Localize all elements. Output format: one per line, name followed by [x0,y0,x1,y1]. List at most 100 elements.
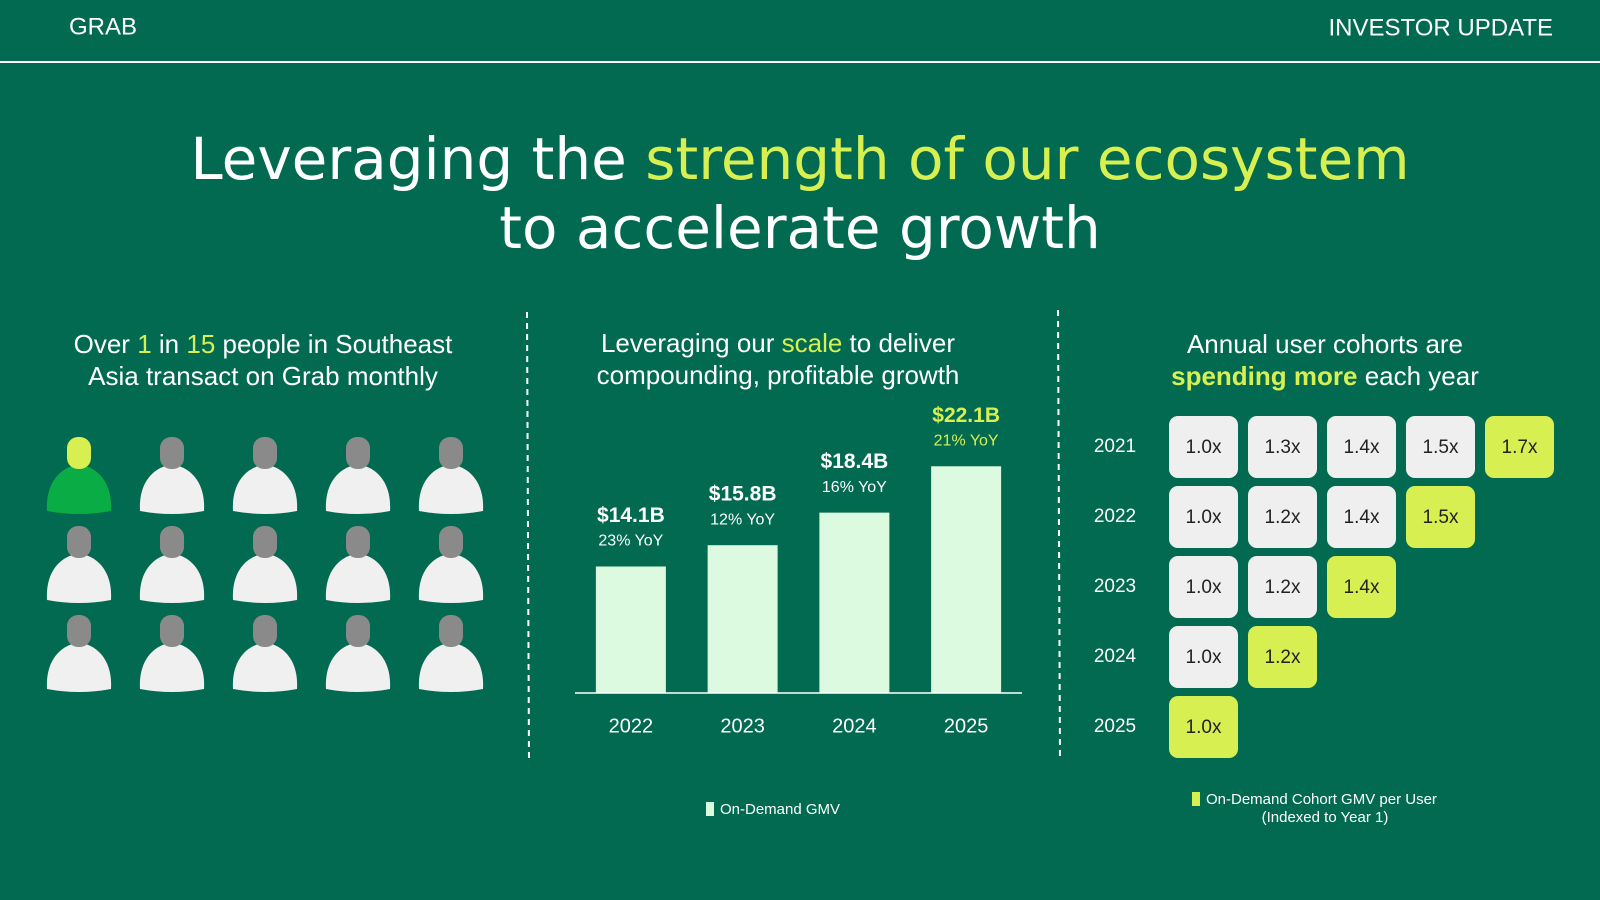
person-head [439,615,463,647]
yoy-label: 23% YoY [598,533,663,550]
cohort-value: 1.7x [1502,437,1538,458]
person-body [232,465,298,514]
heading-text: Over [74,329,138,359]
cohort-cell [1169,696,1238,758]
heading-line: Leveraging our scale to deliver [601,328,955,358]
person-body [46,643,112,692]
legend-label: On-Demand Cohort GMV per User [1206,791,1437,808]
highlight-text: strength of our ecosystem [645,125,1409,193]
person-body [325,554,391,603]
value-label: $15.8B [709,483,777,506]
cohort-cell [1248,486,1317,548]
cohort-cell [1248,626,1317,688]
person-head [67,615,91,647]
legend-note: (Indexed to Year 1) [1262,809,1389,826]
cohort-year: 2021 [1094,436,1136,457]
heading-text: compounding, profitable growth [597,360,960,390]
cohort-cell [1485,416,1554,478]
heading-text: Asia transact on Grab monthly [88,361,438,391]
x-tick-label: 2024 [832,715,877,737]
divider [1057,309,1061,761]
cohort-value: 1.4x [1344,507,1380,528]
bar [707,545,778,693]
yoy-label: 16% YoY [822,479,887,496]
person-body [418,643,484,692]
person-body [46,554,112,603]
heading-text: people in Southeast [215,329,453,359]
cohort-value: 1.0x [1186,647,1222,668]
person-body [418,465,484,514]
heading-text: Leveraging our [601,328,782,358]
bar [931,466,1002,693]
cohort-year: 2024 [1094,646,1137,667]
person-head [439,526,463,558]
person-head [346,526,370,558]
value-label: $18.4B [821,450,889,473]
cohort-value: 1.2x [1265,647,1301,668]
cohort-cell [1169,556,1238,618]
highlight-text: 1 [137,329,151,359]
cohort-year: 2022 [1094,506,1136,527]
cohort-value: 1.2x [1265,577,1301,598]
header-label: INVESTOR UPDATE [1329,14,1553,41]
yoy-label: 21% YoY [934,432,999,449]
bar [819,512,890,693]
person-body [232,643,298,692]
brand: GRAB [69,13,137,40]
legend-swatch [1192,792,1200,806]
person-head [67,526,91,558]
cohort-value: 1.0x [1186,437,1222,458]
heading-text: in [152,329,187,359]
cohort-cell [1248,556,1317,618]
person-body [139,554,205,603]
person-head [346,615,370,647]
x-tick-label: 2022 [609,715,654,737]
highlight-text: 15 [186,329,215,359]
cohort-value: 1.4x [1344,577,1380,598]
person-head [253,615,277,647]
cohort-cell [1327,486,1396,548]
person-body [46,465,112,514]
person-head [346,437,370,469]
cohort-value: 1.4x [1344,437,1380,458]
person-head [439,437,463,469]
divider [526,311,530,763]
heading-line: spending more each year [1171,361,1479,391]
cohort-value: 1.5x [1423,507,1459,528]
heading-text: to deliver [842,328,955,358]
person-body [325,465,391,514]
cohort-value: 1.0x [1186,717,1222,738]
cohort-cell [1327,556,1396,618]
person-body [139,465,205,514]
person-head [160,615,184,647]
cohort-value: 1.5x [1423,437,1459,458]
bar [595,566,666,693]
cohort-cell [1406,416,1475,478]
legend-swatch [706,802,714,816]
heading-text: Annual user cohorts are [1187,329,1463,359]
heading-line: Annual user cohorts are [1187,329,1463,359]
person-body [418,554,484,603]
heading-line: Leveraging the strength of our ecosystem [190,125,1409,193]
cohort-cell [1169,626,1238,688]
heading-line: Asia transact on Grab monthly [88,361,438,391]
person-body [139,643,205,692]
person-head [67,437,91,469]
person-body [325,643,391,692]
person-head [160,437,184,469]
cohort-year: 2023 [1094,576,1136,597]
cohort-year: 2025 [1094,716,1136,737]
yoy-label: 12% YoY [710,511,775,528]
cohort-cell [1169,486,1238,548]
x-tick-label: 2025 [944,715,989,737]
cohort-value: 1.0x [1186,577,1222,598]
heading-text: each year [1357,361,1479,391]
cohort-cell [1327,416,1396,478]
highlight-text: scale [782,328,843,358]
cohort-cell [1248,416,1317,478]
cohort-value: 1.0x [1186,507,1222,528]
heading-text: to accelerate growth [499,194,1101,262]
highlight-text: spending more [1171,361,1357,391]
cohort-cell [1406,486,1475,548]
